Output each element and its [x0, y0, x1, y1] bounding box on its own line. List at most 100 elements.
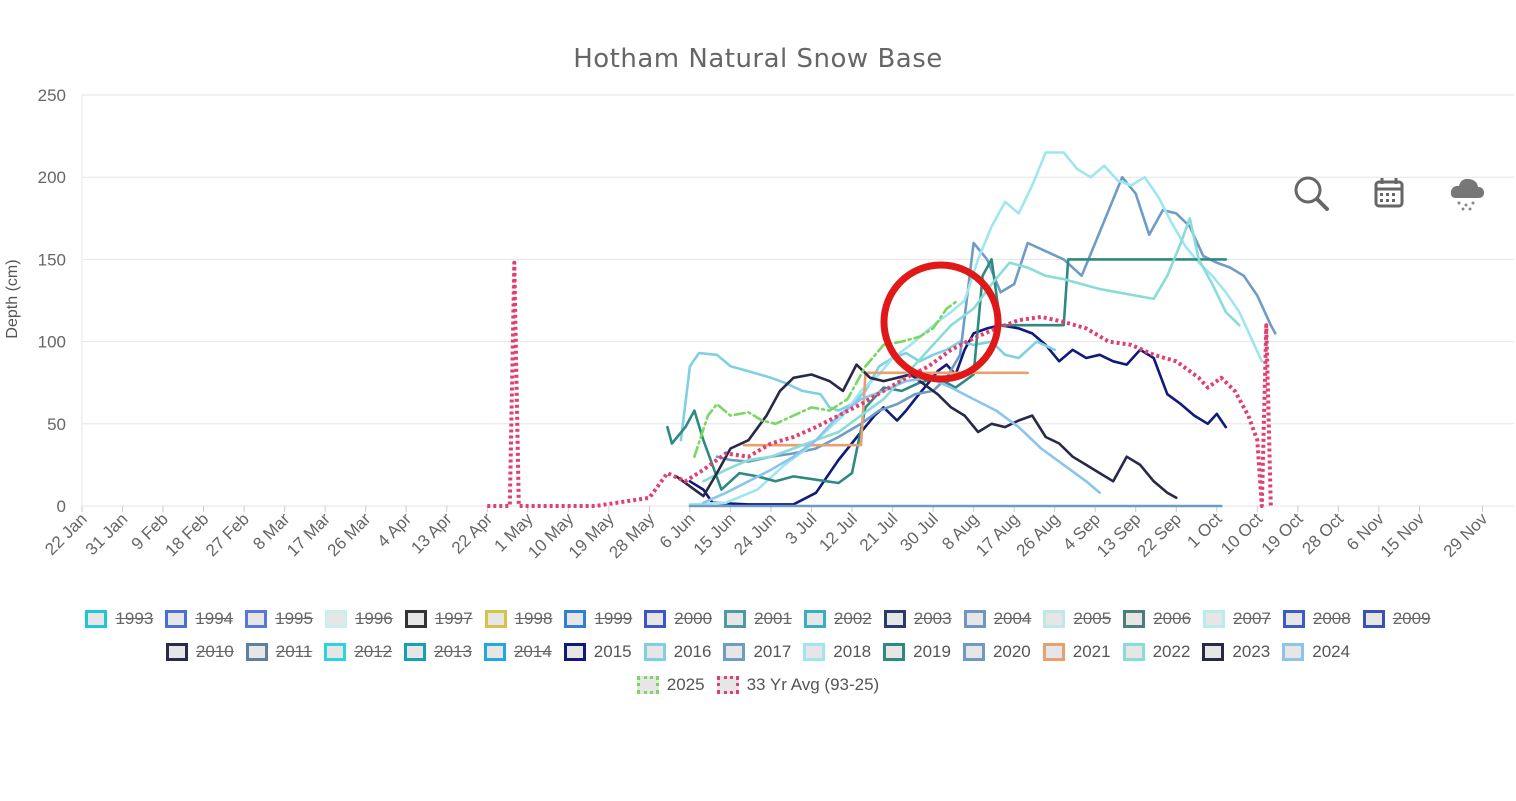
x-tick-label: 15 Nov	[1377, 509, 1429, 561]
legend-swatch	[883, 609, 906, 628]
series-line-2025	[693, 300, 957, 458]
legend-row: 2010 2011 2012 2013 2014 2015 2016 2017 2018 2019…	[0, 635, 1516, 668]
legend-item-2021[interactable]: 2021	[1042, 642, 1111, 662]
legend-item-33-yr-avg-93-25-[interactable]: 33 Yr Avg (93-25)	[716, 675, 879, 695]
y-tick-label: 50	[47, 415, 66, 434]
legend-swatch	[636, 675, 659, 694]
legend-label: 2013	[434, 641, 472, 661]
x-tick-label: 29 Nov	[1440, 509, 1492, 561]
calendar-icon[interactable]	[1368, 172, 1410, 214]
legend-swatch	[803, 609, 826, 628]
legend-label: 2005	[1073, 608, 1112, 628]
legend-swatch	[324, 642, 347, 661]
y-tick-label: 250	[38, 86, 66, 105]
legend-item-2015[interactable]: 2015	[563, 642, 632, 662]
legend-swatch	[1202, 642, 1225, 661]
legend-item-2012[interactable]: 2012	[324, 642, 392, 662]
legend-swatch	[1282, 642, 1305, 661]
legend-label: 2004	[993, 608, 1032, 628]
legend-item-2004[interactable]: 2004	[963, 608, 1032, 629]
x-tick-label: 3 Jul	[782, 509, 821, 548]
legend-item-2000[interactable]: 2000	[644, 609, 712, 629]
legend-item-2025[interactable]: 2025	[636, 674, 705, 695]
x-tick-label: 17 Mar	[283, 509, 334, 560]
legend-item-2016[interactable]: 2016	[643, 641, 712, 662]
legend-item-1996[interactable]: 1996	[324, 609, 393, 629]
legend-item-2008[interactable]: 2008	[1282, 609, 1351, 629]
legend-label: 2016	[673, 641, 712, 661]
y-tick-label: 150	[38, 250, 66, 269]
legend-item-2003[interactable]: 2003	[883, 608, 952, 629]
series-line-2017	[715, 175, 1277, 463]
legend-item-2024[interactable]: 2024	[1282, 642, 1350, 662]
x-tick-label: 30 Jul	[896, 509, 942, 555]
legend-item-2007[interactable]: 2007	[1203, 609, 1271, 629]
legend-item-2001[interactable]: 2001	[724, 609, 792, 629]
y-axis-label: Depth (cm)	[4, 259, 21, 339]
legend-label: 2010	[195, 641, 234, 661]
legend-item-2022[interactable]: 2022	[1122, 642, 1190, 662]
legend-label: 2025	[666, 674, 705, 694]
legend-item-1993[interactable]: 1993	[85, 609, 153, 629]
legend-label: 2003	[913, 608, 952, 628]
legend-swatch	[483, 642, 506, 661]
legend-item-2018[interactable]: 2018	[803, 642, 871, 662]
legend-swatch	[165, 642, 188, 661]
legend-item-2014[interactable]: 2014	[483, 641, 552, 662]
legend-item-2019[interactable]: 2019	[883, 642, 951, 662]
legend-label: 2012	[354, 641, 393, 661]
legend-swatch	[563, 642, 586, 661]
legend-swatch	[1362, 609, 1385, 628]
y-tick-label: 100	[38, 333, 66, 352]
legend-item-2005[interactable]: 2005	[1043, 609, 1111, 629]
legend-item-2023[interactable]: 2023	[1202, 642, 1270, 662]
legend-item-1997[interactable]: 1997	[404, 608, 473, 629]
legend-item-1994[interactable]: 1994	[165, 609, 233, 629]
legend-swatch	[85, 609, 108, 628]
legend-item-2009[interactable]: 2009	[1362, 608, 1431, 629]
y-tick-label: 200	[38, 168, 66, 187]
legend-label: 2020	[992, 641, 1031, 661]
series-line-2023	[675, 363, 1178, 500]
legend-label: 1994	[195, 608, 234, 628]
chart-legend: 1993 1994 1995 1996 1997 1998 1999 2000 2001 2002…	[0, 602, 1516, 701]
legend-label: 2024	[1312, 641, 1351, 661]
x-tick-label: 31 Jan	[82, 509, 132, 559]
legend-swatch	[484, 609, 507, 628]
legend-swatch	[803, 642, 826, 661]
legend-swatch	[1042, 642, 1065, 661]
legend-label: 1995	[275, 608, 313, 628]
legend-swatch	[1203, 609, 1226, 628]
x-tick-label: 26 Aug	[1013, 509, 1064, 560]
legend-item-2010[interactable]: 2010	[165, 641, 234, 662]
legend-label: 2019	[913, 641, 951, 661]
legend-item-2002[interactable]: 2002	[803, 609, 872, 629]
legend-label: 2007	[1233, 608, 1271, 628]
legend-label: 2009	[1392, 608, 1431, 628]
legend-item-1999[interactable]: 1999	[564, 609, 632, 629]
x-tick-label: 21 Jul	[856, 509, 902, 555]
legend-item-2006[interactable]: 2006	[1123, 609, 1191, 629]
legend-swatch	[404, 609, 427, 628]
legend-swatch	[1043, 609, 1066, 628]
legend-item-2011[interactable]: 2011	[245, 642, 312, 662]
legend-swatch	[963, 609, 986, 628]
legend-label: 1997	[434, 608, 473, 628]
legend-swatch	[245, 642, 268, 661]
x-tick-label: 26 Mar	[324, 509, 375, 560]
legend-swatch	[883, 642, 906, 661]
snow-cloud-icon[interactable]	[1446, 172, 1488, 214]
legend-item-2017[interactable]: 2017	[723, 642, 791, 662]
legend-item-2013[interactable]: 2013	[404, 642, 472, 662]
legend-label: 2014	[513, 641, 552, 661]
legend-swatch	[1282, 609, 1305, 628]
search-icon[interactable]	[1290, 172, 1332, 214]
legend-item-1998[interactable]: 1998	[484, 609, 552, 629]
legend-swatch	[165, 609, 188, 628]
legend-swatch	[564, 609, 587, 628]
legend-item-2020[interactable]: 2020	[962, 641, 1031, 662]
series-line-2024	[702, 376, 1101, 504]
legend-swatch	[644, 609, 667, 628]
legend-swatch	[1122, 642, 1145, 661]
legend-item-1995[interactable]: 1995	[245, 609, 313, 629]
